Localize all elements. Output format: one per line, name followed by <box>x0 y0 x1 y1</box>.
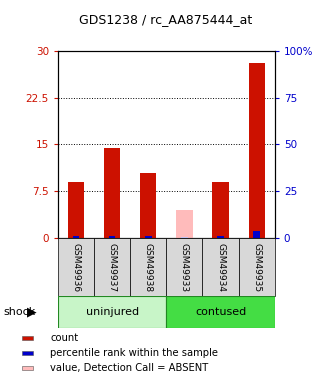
Bar <box>249 63 265 238</box>
Text: shock: shock <box>3 307 35 317</box>
Bar <box>145 236 152 238</box>
Bar <box>104 147 120 238</box>
Bar <box>254 231 260 238</box>
Text: GDS1238 / rc_AA875444_at: GDS1238 / rc_AA875444_at <box>79 13 252 26</box>
Text: uninjured: uninjured <box>86 307 139 317</box>
Bar <box>58 238 94 296</box>
Text: GSM49934: GSM49934 <box>216 243 225 292</box>
Text: GSM49933: GSM49933 <box>180 243 189 292</box>
Bar <box>213 182 229 238</box>
Bar <box>23 351 33 355</box>
Bar <box>109 236 116 238</box>
Text: GSM49936: GSM49936 <box>71 243 80 292</box>
Bar <box>68 182 84 238</box>
Text: count: count <box>50 333 78 343</box>
Bar <box>176 210 193 238</box>
Text: contused: contused <box>195 307 246 317</box>
Text: ▶: ▶ <box>26 306 36 319</box>
Bar <box>217 236 224 238</box>
Bar <box>239 238 275 296</box>
Text: GSM49937: GSM49937 <box>108 243 117 292</box>
Bar <box>73 236 79 238</box>
Bar <box>23 336 33 340</box>
Text: value, Detection Call = ABSENT: value, Detection Call = ABSENT <box>50 363 209 373</box>
Text: percentile rank within the sample: percentile rank within the sample <box>50 348 218 358</box>
Bar <box>140 172 156 238</box>
Bar <box>130 238 166 296</box>
Bar <box>181 237 188 238</box>
Bar <box>94 238 130 296</box>
Text: GSM49938: GSM49938 <box>144 243 153 292</box>
Text: GSM49935: GSM49935 <box>252 243 261 292</box>
Bar <box>166 296 275 328</box>
Bar <box>203 238 239 296</box>
Bar <box>23 366 33 370</box>
Bar <box>166 238 203 296</box>
Bar <box>58 296 166 328</box>
